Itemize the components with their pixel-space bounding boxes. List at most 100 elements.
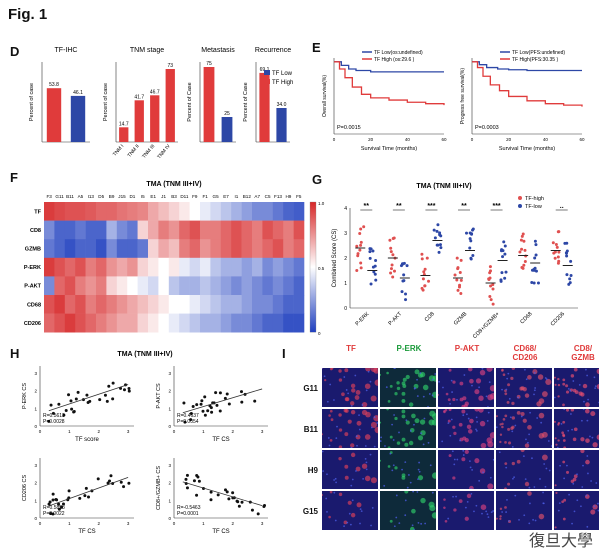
panel-i-micrograph [554,450,599,489]
panel-f-heat-cell [293,220,305,240]
panel-d-bar [119,127,129,142]
panel-i-stain-spot [555,491,558,495]
panel-g-dot [422,270,426,274]
panel-h-y-tick: 3 [168,371,171,376]
panel-i-nucleus-dot [557,509,560,512]
panel-h-x-tick: 2 [97,521,100,526]
panel-h-stat: P=0.0001 [177,511,199,517]
panel-i-stain-spot [557,439,560,442]
panel-i-nucleus-dot [351,499,354,502]
panel-i-stain-spot [554,420,556,423]
panel-i-stain-spot [328,515,331,519]
panel-i-nucleus-dot [508,520,510,522]
panel-i-stain-spot [563,498,567,502]
panel-f-column-label: A7 [254,194,260,199]
panel-f-title: TMA (TNM III+IV) [146,181,201,188]
panel-f-heat-cell [241,313,253,333]
panel-g-dot [504,270,508,274]
panel-d-bar-value: 69.1 [260,67,270,73]
panel-i-nucleus-dot [405,419,408,422]
panel-g-dot [392,269,396,273]
panel-g-dot [391,275,395,279]
panel-g-legend-label: TF-low [525,204,542,210]
panel-i-nucleus-dot [462,454,465,456]
panel-d-bar [203,67,215,142]
panel-i-stain-spot [580,392,585,397]
panel-i-stain-spot [404,491,409,494]
panel-g-category: P-ERK [355,311,371,327]
panel-h-point [59,505,63,509]
panel-i-stain-spot [458,499,463,504]
panel-i-nucleus-dot [475,416,478,419]
panel-h-stat: R=0.5613 [43,413,65,419]
panel-i-nucleus-dot [385,386,388,389]
panel-i-nucleus-dot [475,504,478,507]
panel-i-stain-spot [516,410,521,415]
panel-i-stain-spot [387,399,391,403]
panel-g-title: TMA (TNM III+IV) [416,183,471,190]
panel-h-point [214,391,218,395]
panel-i-nucleus-dot [456,458,459,461]
panel-i-nucleus-dot [487,411,490,414]
panel-f-heat-cell [252,295,263,314]
panel-i-nucleus-dot [326,400,329,403]
panel-f-heat-cell [75,202,86,221]
panel-h-point [182,401,186,405]
panel-i-stain-spot [554,484,557,487]
panel-i-stain-spot [443,498,446,501]
panel-i-stain-spot [561,431,564,435]
panel-i-nucleus-dot [373,445,376,448]
panel-e-survival-line [472,61,582,72]
panel-i-nucleus-dot [419,372,422,374]
panel-g-dot [499,249,503,253]
panel-i-stain-spot [344,368,349,373]
panel-i-nucleus-dot [475,429,478,432]
panel-f-heat-cell [148,276,159,296]
panel-i-stain-spot [554,437,557,440]
panel-i-stain-spot [429,505,436,512]
panel-g-dot [565,273,569,277]
panel-i-nucleus-dot [501,388,503,391]
panel-f-heat-cell [116,202,128,221]
panel-i-stain-spot [364,475,371,482]
panel-f-column-label: B9 [109,194,115,199]
panel-i-nucleus-dot [355,470,357,472]
panel-e-survival-line [334,61,445,106]
panel-i-stain-spot [396,386,401,391]
panel-i-nucleus-dot [525,438,527,441]
panel-i-stain-spot [562,433,565,437]
panel-g-dot [388,238,392,242]
panel-g-dot [523,248,527,252]
panel-g-dot [553,256,557,260]
panel-i-nucleus-dot [559,464,562,467]
panel-i-nucleus-dot [449,434,452,437]
panel-f-heat-cell [262,276,274,296]
panel-i-nucleus-dot [391,469,394,472]
panel-i-nucleus-dot [328,444,331,447]
panel-i-nucleus-dot [531,457,533,460]
panel-i-nucleus-dot [407,474,410,476]
panel-h-fit-line [182,481,263,507]
panel-f-heat-cell [85,295,97,314]
panel-g-dot [488,265,492,269]
panel-f-heat-cell [96,202,107,221]
panel-i-nucleus-dot [558,502,561,504]
panel-f-heat-cell [127,239,138,259]
panel-i-stain-spot [374,426,378,434]
panel-f-heat-cell [96,239,107,259]
panel-e-survival-line [334,61,444,73]
panel-i-nucleus-dot [520,415,523,418]
panel-i-stain-spot [562,378,566,382]
panel-f-heat-cell [262,295,274,314]
panel-i-stain-spot [501,422,504,426]
panel-i-nucleus-dot [438,406,440,407]
panel-i-stain-spot [356,502,362,508]
panel-f-heat-cell [262,220,274,240]
panel-i-stain-spot [338,428,343,432]
panel-f-heat-cell [210,257,222,277]
panel-h-x-tick: 1 [202,521,205,526]
panel-i-stain-spot [453,508,457,512]
panel-g-dot [458,283,462,287]
panel-i-nucleus-dot [350,484,353,487]
panel-h-point [103,393,107,397]
